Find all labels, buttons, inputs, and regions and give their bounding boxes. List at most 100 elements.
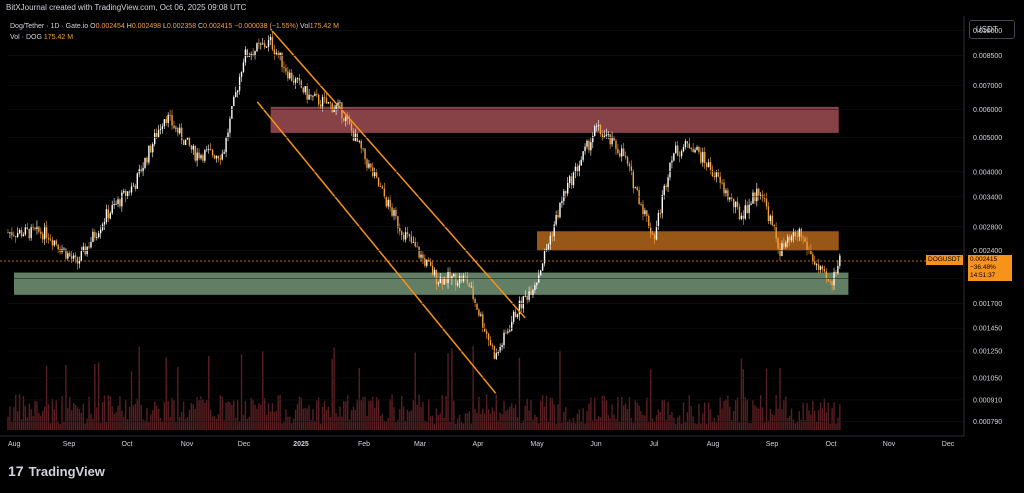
volume-bar [810, 414, 812, 430]
volume-bar [555, 423, 557, 430]
candle-body [7, 232, 9, 234]
candle-body [88, 246, 90, 248]
candle-body [123, 190, 125, 193]
volume-bar [364, 396, 366, 430]
candle-body [240, 72, 243, 77]
channel-lower-line [256, 101, 497, 394]
volume-bar [289, 416, 291, 430]
volume-bar [254, 404, 256, 430]
price-axis: 0.010000 0.008500 0.007000 0.006000 0.005000… [8, 28, 1002, 426]
candle-body [36, 226, 38, 230]
volume-bar [619, 421, 621, 430]
candle-body [584, 146, 586, 152]
volume-bar [72, 402, 75, 430]
volume-bar [445, 395, 447, 430]
candle-body [649, 227, 652, 234]
volume-bar [161, 421, 164, 430]
candle-body [132, 185, 135, 187]
currency-selector[interactable]: USDT [969, 20, 1015, 39]
candle-body [536, 282, 538, 286]
volume-bar [821, 408, 824, 430]
volume-bar [580, 421, 582, 430]
candle-body [671, 160, 673, 163]
volume-bar [11, 421, 13, 430]
candle-body [731, 197, 733, 199]
volume-bar [731, 419, 733, 430]
volume-bar [765, 368, 768, 430]
volume-bar [302, 408, 304, 430]
candle-body [580, 159, 582, 166]
candle-body [321, 97, 324, 107]
candle-body [352, 130, 355, 141]
volume-bar [182, 401, 185, 430]
volume-bar [538, 423, 540, 430]
candle-body [196, 152, 198, 161]
last-price-countdown: 14:51:37 [970, 272, 996, 279]
volume-bar [242, 414, 245, 430]
volume-bar [499, 412, 501, 430]
candle-body [115, 203, 117, 205]
volume-bar [209, 409, 212, 430]
candle-body [173, 125, 175, 129]
volume-bar [350, 410, 353, 430]
candle-body [522, 296, 525, 309]
volume-bar [443, 417, 445, 430]
candle-body [227, 132, 229, 138]
volume-bar [192, 404, 194, 430]
vol-label: Vol [300, 23, 310, 30]
volume-bar [167, 401, 169, 430]
last-price-box: 0.002415 −36.48% 14:51:37 [968, 255, 1012, 281]
volume-bar [88, 396, 90, 430]
volume-bar [395, 421, 397, 430]
candle-body [308, 94, 310, 100]
volume-bar [82, 403, 84, 430]
volume-bar [752, 400, 754, 430]
time-axis-tick: May [530, 441, 544, 448]
volume-bar [372, 396, 374, 430]
volume-bar [760, 394, 762, 430]
volume-bar [441, 394, 443, 430]
volume-bar [474, 408, 476, 430]
volume-bar [287, 416, 289, 430]
volume-bar [215, 418, 218, 430]
volume-bar [621, 396, 623, 430]
candle-body [128, 191, 131, 193]
price-axis-tick: 0.005000 [973, 135, 1002, 142]
volume-bar [233, 400, 235, 430]
candle-body [194, 145, 196, 161]
volume-bar [715, 422, 718, 430]
candle-body [70, 256, 73, 259]
candle-body [192, 145, 194, 150]
channel-layer [256, 28, 526, 394]
candle-body [78, 261, 81, 264]
candle-body [599, 124, 602, 135]
candle-body [246, 49, 249, 57]
volume-bar [455, 423, 457, 430]
candle-body [254, 51, 256, 56]
tradingview-logo[interactable]: 17 TradingView [8, 463, 105, 479]
time-axis-tick: Dec [942, 441, 955, 448]
candle-body [802, 237, 804, 239]
candle-body [640, 204, 642, 205]
volume-bar [115, 412, 117, 430]
volume-bar [262, 351, 264, 430]
volume-bar [657, 409, 660, 430]
volume-bar [49, 422, 52, 430]
price-axis-tick: 0.002400 [973, 248, 1002, 255]
candle-body [470, 286, 472, 288]
volume-bar [296, 403, 299, 430]
volume-bar [260, 404, 262, 430]
volume-bar [669, 414, 671, 430]
candle-body [345, 116, 347, 121]
volume-bar [551, 397, 553, 430]
volume-bar [572, 417, 575, 430]
candle-body [663, 185, 665, 196]
candle-body [339, 102, 341, 104]
candle-body [103, 221, 106, 225]
candle-body [142, 167, 144, 173]
candle-body [20, 230, 23, 237]
volume-bar [690, 405, 692, 430]
candle-body [609, 134, 611, 145]
candle-body [837, 265, 839, 274]
